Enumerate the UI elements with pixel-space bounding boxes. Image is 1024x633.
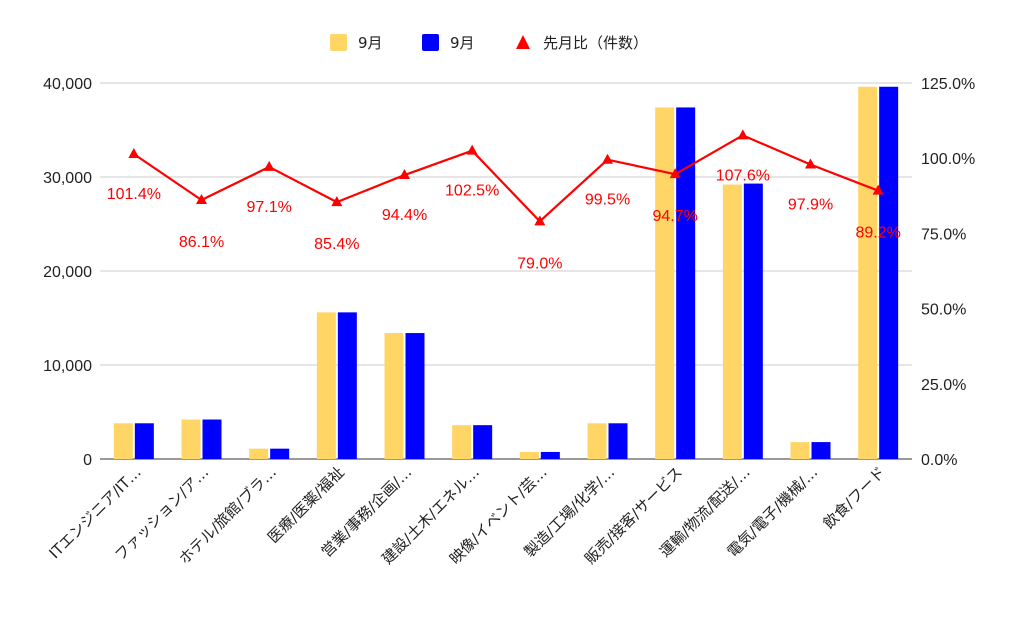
bar	[811, 442, 831, 459]
data-label: 99.5%	[585, 192, 630, 209]
bars	[113, 86, 899, 459]
category-label: 飲食/フード	[820, 463, 889, 532]
triangle-marker	[331, 196, 343, 207]
left-tick-label: 0	[83, 452, 92, 469]
bar	[858, 86, 878, 459]
bar	[316, 312, 336, 459]
right-tick-label: 0.0%	[921, 452, 957, 469]
bar	[452, 425, 472, 459]
bar	[249, 448, 269, 459]
triangle-marker	[466, 144, 478, 155]
bar	[879, 86, 899, 459]
right-axis: 0.0% 25.0% 50.0% 75.0% 100.0% 125.0%	[921, 76, 975, 469]
right-tick-label: 25.0%	[921, 377, 966, 394]
bar	[587, 423, 607, 459]
triangle-marker	[602, 153, 613, 164]
triangle-marker	[872, 184, 884, 195]
legend-label: 9月	[358, 34, 383, 52]
bar	[384, 333, 404, 459]
data-label: 97.9%	[788, 197, 833, 214]
left-axis: 0 10,000 20,000 30,000 40,000	[43, 76, 92, 469]
left-tick-label: 20,000	[43, 264, 92, 281]
data-labels: 101.4% 86.1% 97.1% 85.4% 94.4% 102.5% 79.0% 99.…	[107, 167, 901, 272]
legend: 9月 9月 先月比（件数）	[330, 34, 648, 52]
data-label: 79.0%	[517, 255, 562, 272]
data-label: 97.1%	[246, 199, 291, 216]
data-label: 94.4%	[382, 207, 427, 224]
data-label: 89.2%	[855, 225, 900, 242]
data-label: 101.4%	[107, 186, 161, 203]
bar	[202, 419, 222, 459]
bar	[676, 107, 696, 459]
triangle-marker	[399, 169, 410, 180]
bar	[405, 333, 425, 459]
bar	[113, 423, 133, 459]
right-tick-label: 100.0%	[921, 151, 975, 168]
triangle-marker	[128, 147, 140, 158]
left-tick-label: 10,000	[43, 358, 92, 375]
gridlines	[100, 82, 912, 460]
triangle-marker	[805, 158, 816, 169]
data-label: 86.1%	[179, 234, 224, 251]
bar	[722, 184, 742, 459]
legend-swatch	[330, 34, 347, 51]
data-label: 85.4%	[314, 236, 359, 253]
ratio-line	[128, 129, 884, 226]
bar	[270, 448, 290, 459]
left-tick-label: 30,000	[43, 170, 92, 187]
legend-swatch	[422, 34, 439, 51]
left-tick-label: 40,000	[43, 76, 92, 93]
bar	[655, 107, 675, 459]
triangle-marker	[196, 194, 207, 205]
right-tick-label: 125.0%	[921, 76, 975, 93]
bar	[519, 451, 539, 459]
bar	[540, 451, 560, 459]
triangle-marker	[737, 129, 749, 140]
category-axis: ITエンジニア/IT…ファッション/ア…ホテル/旅館/ブラ…医療/医薬/福祉営業…	[46, 463, 889, 568]
bar	[790, 442, 810, 459]
ratio-line-path	[133, 134, 879, 223]
legend-label: 先月比（件数）	[543, 34, 648, 52]
right-tick-label: 75.0%	[921, 226, 966, 243]
bar	[134, 423, 154, 459]
triangle-marker	[263, 160, 275, 171]
bar	[608, 423, 628, 459]
triangle-marker	[669, 168, 681, 179]
data-label: 107.6%	[716, 167, 770, 184]
right-tick-label: 50.0%	[921, 302, 966, 319]
bar	[337, 312, 357, 459]
data-label: 102.5%	[445, 183, 499, 200]
triangle-marker	[534, 215, 546, 226]
bar	[743, 183, 763, 459]
bar	[473, 425, 493, 459]
bar	[181, 419, 201, 459]
legend-label: 9月	[450, 34, 475, 52]
legend-swatch	[516, 35, 530, 49]
data-label: 94.7%	[652, 208, 697, 225]
